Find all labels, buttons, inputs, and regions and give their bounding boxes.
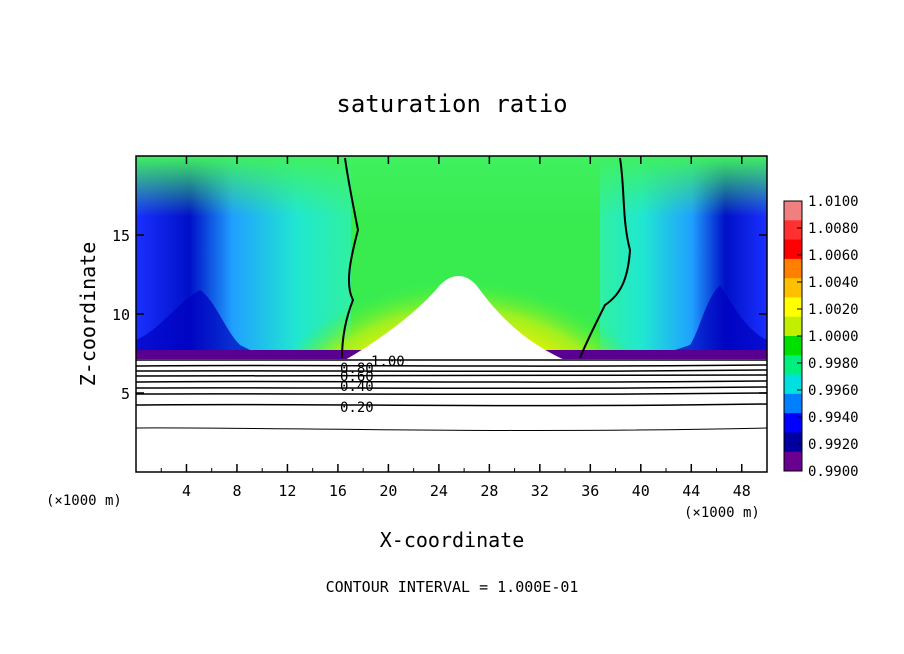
contour-line [136,364,767,367]
contour-line-left-1-00 [341,157,360,359]
y-tick-label: 15 [112,227,130,245]
contour-label-0-60: 0.60 [340,369,374,385]
colorbar-label: 1.0040 [808,275,859,291]
colorbar-swatch [784,393,802,414]
colorbar-label: 0.9960 [808,383,859,399]
contour-label-0-80: 0.80 [340,361,374,377]
y-tick-label: 10 [112,306,130,324]
contour-line [136,403,767,407]
x-tick-label: 40 [632,482,650,500]
contour-label-1-00: 1.00 [371,354,405,370]
y-axis: 5 10 15 [112,227,767,403]
colorbar-label: 0.9980 [808,356,859,372]
colorbar-swatch [784,451,802,472]
x-tick-label: 8 [232,482,241,500]
colorbar-label: 1.0000 [808,329,859,345]
x-tick-label: 36 [581,482,599,500]
x-tick-label: 28 [480,482,498,500]
contour-line [136,380,767,383]
x-tick-label: 32 [531,482,549,500]
y-tick-label: 5 [121,385,130,403]
colorbar-swatch [784,336,802,356]
colorbar-swatch [784,355,802,376]
colorbar-label: 1.0020 [808,302,859,318]
x-tick-label: 4 [182,482,191,500]
colorbar-label: 0.9940 [808,410,859,426]
x-axis: 4 8 12 16 20 24 28 32 36 40 44 48 [160,156,751,500]
x-tick-label: 12 [278,482,296,500]
x-tick-label: 24 [430,482,448,500]
contour-lines-lower [136,364,767,431]
dry-fringe-right [660,285,767,355]
colorbar-swatch [784,220,802,241]
contour-line-right-1-00 [579,157,632,359]
contour-line [136,386,767,390]
colorbar-label: 1.0060 [808,248,859,264]
contour-line [136,374,767,377]
colorbar-swatch [784,201,802,221]
colorbar-label: 0.9900 [808,464,859,480]
white-notch [345,275,565,360]
colorbar-swatch [784,316,802,337]
contour-interval-note: CONTOUR INTERVAL = 1.000E-01 [326,578,579,596]
contour-labels: 1.00 0.80 0.60 0.40 0.20 [340,354,405,416]
x-axis-label: X-coordinate [380,528,525,552]
colorbar-swatch [784,432,802,453]
x-tick-label: 48 [733,482,751,500]
x-unit-label: (×1000 m) [684,505,760,521]
plot-area [136,156,767,472]
z-unit-label: (×1000 m) [46,493,122,509]
contour-label-0-20: 0.20 [340,400,374,416]
x-tick-label: 16 [329,482,347,500]
contour-line [136,427,767,431]
colorbar-label: 1.0100 [808,194,859,210]
y-axis-label: Z-coordinate [76,242,100,387]
contour-line [136,369,767,373]
chart-title: saturation ratio [336,90,567,118]
unsaturated-lower [136,359,767,472]
colorbar: 1.0100 1.0080 1.0060 1.0040 1.0020 1.0000 0.99… [783,194,859,480]
contour-label-0-40: 0.40 [340,379,374,395]
x-tick-label: 20 [379,482,397,500]
colorbar-label: 0.9920 [808,437,859,453]
dry-fringe-left [136,290,260,355]
colorbar-label: 1.0080 [808,221,859,237]
colorbar-swatch [784,297,802,318]
colorbar-swatch [784,413,802,433]
colorbar-swatch [784,258,802,279]
x-tick-label: 44 [682,482,700,500]
colorbar-swatch [784,374,802,395]
contour-line [136,392,767,396]
colorbar-swatch [784,278,802,298]
colorbar-swatch [784,239,802,260]
